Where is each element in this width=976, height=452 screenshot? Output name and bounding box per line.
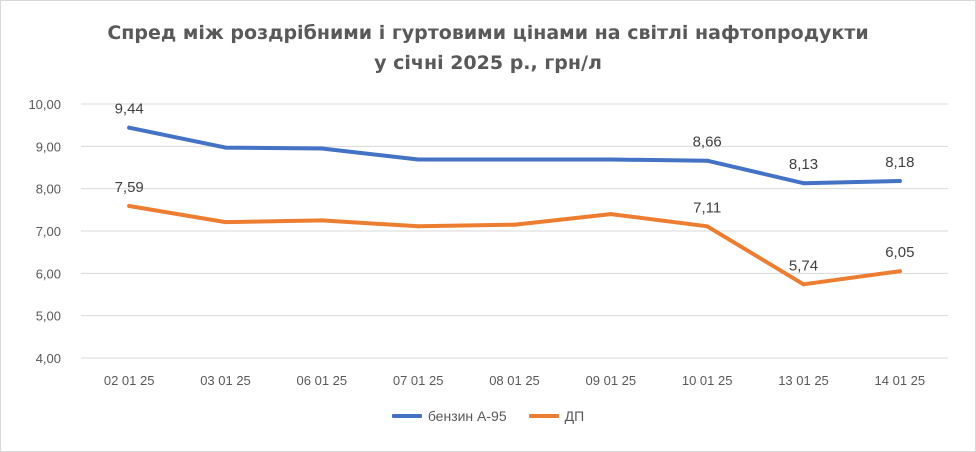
legend-label-petrol: бензин А-95	[427, 408, 507, 424]
data-point	[127, 204, 132, 209]
data-point	[897, 179, 902, 184]
y-tick-label: 10,00	[28, 97, 61, 112]
data-point	[319, 218, 324, 223]
y-tick-label: 8,00	[36, 182, 61, 197]
x-tick-label: 10 01 25	[682, 373, 733, 388]
x-tick-label: 09 01 25	[586, 373, 637, 388]
legend-swatch-petrol	[391, 414, 422, 418]
x-tick-label: 13 01 25	[778, 373, 829, 388]
data-label: 9,44	[115, 101, 144, 118]
chart-title: Спред між роздрібними і гуртовими цінами…	[0, 18, 976, 78]
data-point	[223, 220, 228, 225]
data-point	[801, 282, 806, 287]
x-tick-label: 14 01 25	[875, 373, 926, 388]
data-point	[801, 181, 806, 186]
data-label: 8,66	[693, 134, 722, 151]
data-point	[416, 224, 421, 229]
data-point	[319, 146, 324, 151]
y-tick-label: 5,00	[36, 309, 61, 324]
legend-swatch-diesel	[528, 414, 559, 418]
data-point	[608, 157, 613, 162]
data-point	[127, 125, 132, 130]
chart-title-line-2: у січні 2025 р., грн/л	[374, 52, 602, 74]
x-tick-label: 07 01 25	[393, 373, 444, 388]
x-tick-label: 08 01 25	[489, 373, 540, 388]
y-tick-label: 9,00	[36, 139, 61, 154]
legend-label-diesel: ДП	[564, 408, 585, 424]
data-point	[512, 222, 517, 227]
data-point	[705, 158, 710, 163]
x-tick-label: 06 01 25	[297, 373, 348, 388]
y-tick-label: 7,00	[36, 224, 61, 239]
data-point	[705, 224, 710, 229]
data-point	[897, 269, 902, 274]
data-label: 5,74	[789, 257, 818, 274]
data-point	[608, 212, 613, 217]
data-label: 7,11	[693, 199, 721, 216]
data-label: 7,59	[115, 179, 144, 196]
legend-item-petrol: бензин А-95	[391, 408, 507, 424]
data-label: 8,18	[885, 154, 914, 171]
series-line	[127, 125, 902, 186]
data-point	[223, 145, 228, 150]
data-label: 6,05	[885, 244, 914, 261]
chart-legend: бензин А-95 ДП	[0, 408, 976, 424]
x-tick-label: 03 01 25	[200, 373, 251, 388]
series-line	[127, 204, 902, 287]
y-tick-label: 4,00	[36, 351, 61, 366]
y-tick-label: 6,00	[36, 266, 61, 281]
data-point	[512, 157, 517, 162]
legend-item-diesel: ДП	[528, 408, 585, 424]
data-label: 8,13	[789, 156, 818, 173]
data-point	[416, 157, 421, 162]
x-tick-label: 02 01 25	[104, 373, 155, 388]
chart-title-line-1: Спред між роздрібними і гуртовими цінами…	[107, 22, 869, 44]
